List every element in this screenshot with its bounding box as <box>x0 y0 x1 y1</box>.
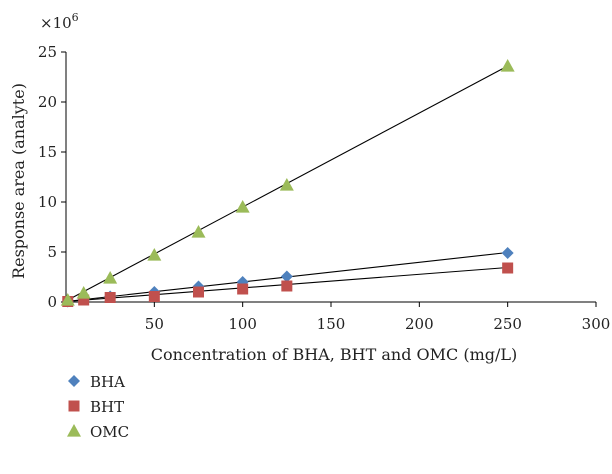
axes <box>65 52 596 303</box>
bht-point <box>193 286 204 298</box>
y-tick-label: 20 <box>38 93 57 111</box>
bha-legend-marker <box>68 375 80 387</box>
omc-point <box>279 178 294 191</box>
omc-point <box>103 271 118 284</box>
y-axis-multiplier: ×106 <box>40 11 79 32</box>
data-markers <box>60 59 515 308</box>
bht-point <box>237 283 249 295</box>
bht-legend-label: BHT <box>90 398 124 416</box>
bht-legend-marker <box>68 400 80 412</box>
y-tick-label: 15 <box>38 143 57 161</box>
x-tick-label: 300 <box>582 315 611 333</box>
bht-point <box>78 294 90 306</box>
omc-point <box>60 293 75 306</box>
omc-legend-marker <box>67 424 81 437</box>
y-tick-label: 10 <box>38 193 57 211</box>
y-ticks: 0 5 10 15 20 25 <box>38 43 66 311</box>
x-tick-label: 100 <box>228 315 257 333</box>
omc-point <box>500 59 515 72</box>
y-axis-title: Response area (analyte) <box>9 83 28 279</box>
x-tick-label: 150 <box>317 315 346 333</box>
bht-point <box>104 292 116 303</box>
bha-legend-label: BHA <box>90 373 125 391</box>
x-tick-label: 200 <box>405 315 434 333</box>
omc-point <box>76 286 91 299</box>
bha-point <box>280 270 293 283</box>
omc-point <box>235 200 250 213</box>
y-tick-label: 0 <box>47 293 57 311</box>
bht-point <box>502 262 514 274</box>
x-axis-title: Concentration of BHA, BHT and OMC (mg/L) <box>151 345 518 364</box>
legend: BHA BHT OMC <box>67 373 129 441</box>
y-tick-label: 5 <box>47 243 57 261</box>
bht-point <box>281 280 293 292</box>
omc-legend-label: OMC <box>90 423 129 441</box>
x-tick-label: 50 <box>145 315 164 333</box>
y-tick-label: 25 <box>38 43 57 61</box>
omc-point <box>191 225 206 238</box>
omc-point <box>147 248 162 261</box>
x-ticks: 50 100 150 200 250 300 <box>145 302 611 333</box>
bha-point <box>501 247 514 259</box>
bht-point <box>148 291 160 302</box>
x-tick-label: 250 <box>493 315 522 333</box>
